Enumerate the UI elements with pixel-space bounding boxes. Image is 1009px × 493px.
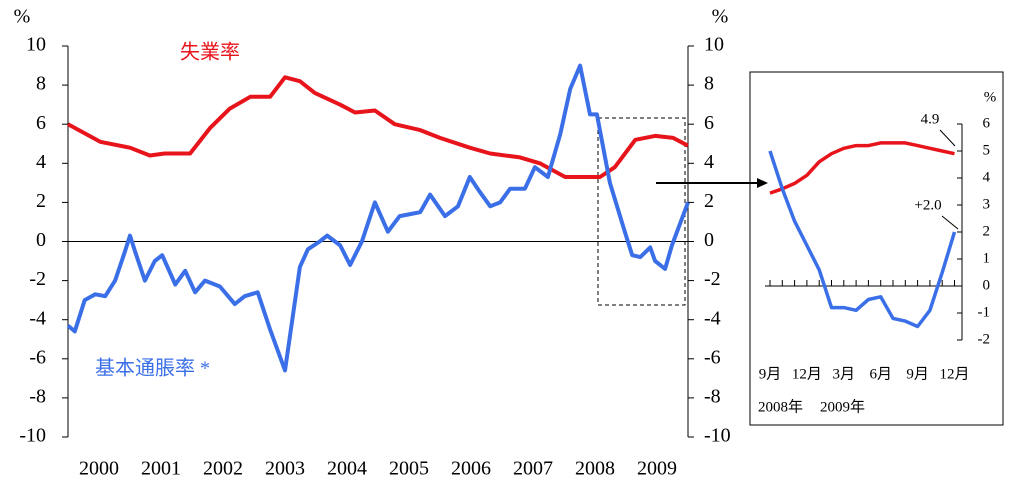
y2-tick-label: 0 [983, 277, 991, 293]
y2-tick-label: 6 [983, 115, 991, 131]
y-tick-label: -10 [19, 425, 46, 447]
x-tick-label: 2002 [203, 458, 243, 480]
series-label: 失業率 [180, 41, 240, 64]
y-tick-label: 0 [36, 229, 46, 251]
x-tick-label: 2000 [79, 458, 119, 480]
y2-tick-label: 3 [983, 196, 991, 212]
y2-tick-label: 4 [704, 151, 714, 173]
x-tick-label: 2008 [575, 458, 615, 480]
x-tick-label: 3月 [833, 366, 856, 382]
y2-tick-label: 5 [983, 142, 991, 158]
y-tick-label: -4 [29, 307, 46, 329]
y-tick-label: -6 [29, 346, 46, 368]
y2-tick-label: -1 [978, 304, 991, 320]
line [768, 150, 957, 329]
year-label: 2009年 [820, 398, 865, 415]
inset-frame [749, 71, 1004, 426]
x-tick-label: 12月 [939, 366, 969, 382]
x-tick-label: 2004 [327, 458, 367, 480]
annotation: +2.0 [914, 197, 941, 213]
line [66, 63, 690, 373]
annotation-arrow [939, 129, 956, 147]
y-label: % [984, 89, 997, 105]
x-tick-label: 2007 [513, 458, 553, 480]
line [769, 141, 955, 195]
annotation-arrow [941, 215, 959, 230]
y-tick-label: -2 [29, 268, 46, 290]
y-tick-label: -8 [29, 385, 46, 407]
y2-tick-label: -2 [978, 331, 991, 347]
zoom-arrow-head [757, 178, 768, 188]
x-tick-label: 6月 [869, 366, 892, 382]
y2-label: % [712, 6, 729, 28]
x-tick-label: 2005 [389, 458, 429, 480]
x-tick-label: 2009 [637, 458, 677, 480]
y2-tick-label: 0 [704, 229, 714, 251]
series-label: 基本通脹率 * [95, 357, 210, 380]
y-tick-label: 10 [26, 34, 46, 56]
annotation: 4.9 [921, 111, 940, 127]
y2-tick-label: 6 [704, 112, 714, 134]
y2-tick-label: -10 [704, 425, 731, 447]
zoom-box [597, 117, 686, 306]
y-tick-label: 4 [36, 151, 46, 173]
y2-tick-label: 4 [983, 169, 991, 185]
x-tick-label: 9月 [759, 366, 782, 382]
x-tick-label: 9月 [906, 366, 929, 382]
y2-tick-label: -6 [704, 346, 721, 368]
x-tick-label: 2003 [265, 458, 305, 480]
y-label: % [14, 6, 31, 28]
y2-tick-label: -4 [704, 307, 721, 329]
y2-tick-label: -2 [704, 268, 721, 290]
y-tick-label: 6 [36, 112, 46, 134]
y2-tick-label: 8 [704, 73, 714, 95]
y2-tick-label: 1 [983, 250, 991, 266]
y2-tick-label: 10 [704, 34, 724, 56]
y2-tick-label: 2 [983, 223, 991, 239]
y2-tick-label: 2 [704, 190, 714, 212]
x-tick-label: 2001 [141, 458, 181, 480]
x-tick-label: 12月 [792, 366, 822, 382]
y2-tick-label: -8 [704, 385, 721, 407]
y-tick-label: 8 [36, 73, 46, 95]
line [67, 75, 689, 179]
x-tick-label: 2006 [451, 458, 491, 480]
y-tick-label: 2 [36, 190, 46, 212]
year-label: 2008年 [758, 398, 803, 415]
